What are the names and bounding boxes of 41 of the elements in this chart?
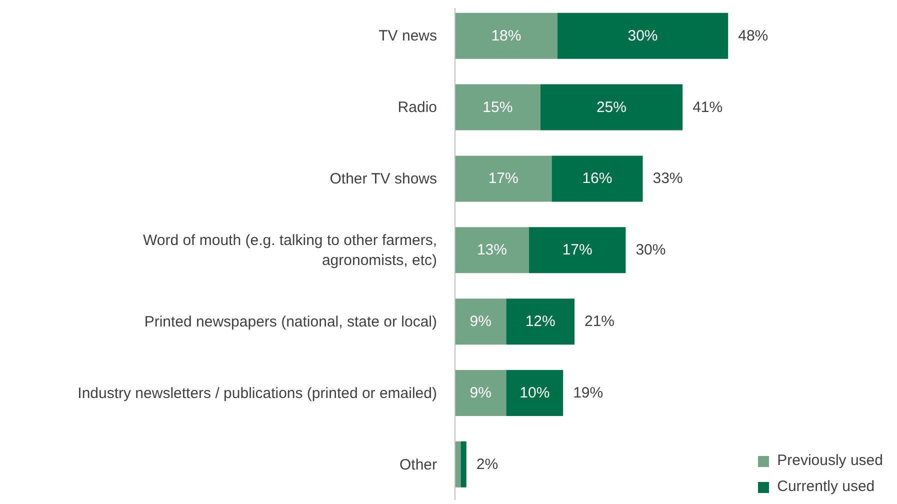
data-label: 17% [488, 170, 518, 188]
total-label: 2% [476, 456, 498, 473]
y-tick-label: TV news [378, 27, 437, 44]
bar [455, 84, 540, 130]
bar [506, 298, 574, 345]
bar [528, 227, 626, 274]
bar [540, 84, 683, 130]
data-label: 9% [470, 384, 492, 402]
y-tick-label: Printed newspapers (national, state or local) [144, 312, 437, 330]
legend-label: Currently used [776, 477, 876, 497]
bar [455, 156, 552, 202]
bar [552, 156, 643, 202]
bar [557, 12, 728, 59]
data-label: 18% [491, 27, 522, 44]
total-label: 19% [573, 384, 604, 402]
total-label: 33% [652, 170, 683, 188]
data-label: 9% [470, 313, 492, 330]
bar [455, 298, 506, 345]
y-tick-label: Other TV shows [330, 170, 437, 188]
data-label: 30% [628, 27, 658, 44]
bar [455, 12, 558, 59]
data-label: 16% [582, 170, 612, 188]
data-label: 10% [520, 384, 550, 402]
y-tick-label: Word of mouth (e.g. talking to other farmers, agronomists, etc) [142, 232, 437, 268]
data-label: 13% [476, 242, 507, 259]
y-tick-label: Other [399, 456, 438, 473]
bar [460, 441, 466, 488]
y-tick-label: Radio [398, 98, 437, 116]
total-label: 48% [738, 27, 768, 44]
data-label: 12% [525, 313, 556, 330]
total-label: 21% [584, 313, 615, 330]
total-label: 41% [692, 98, 723, 116]
bar [455, 227, 529, 274]
total-label: 30% [636, 242, 666, 259]
data-label: 25% [596, 98, 626, 116]
data-label: 15% [482, 98, 513, 116]
y-tick-label: Industry newsletters / publications (printed or emailed) [78, 384, 437, 402]
bar [506, 370, 564, 416]
data-label: 17% [562, 242, 592, 259]
legend-label: Previously used [776, 451, 883, 471]
bar [455, 370, 506, 416]
